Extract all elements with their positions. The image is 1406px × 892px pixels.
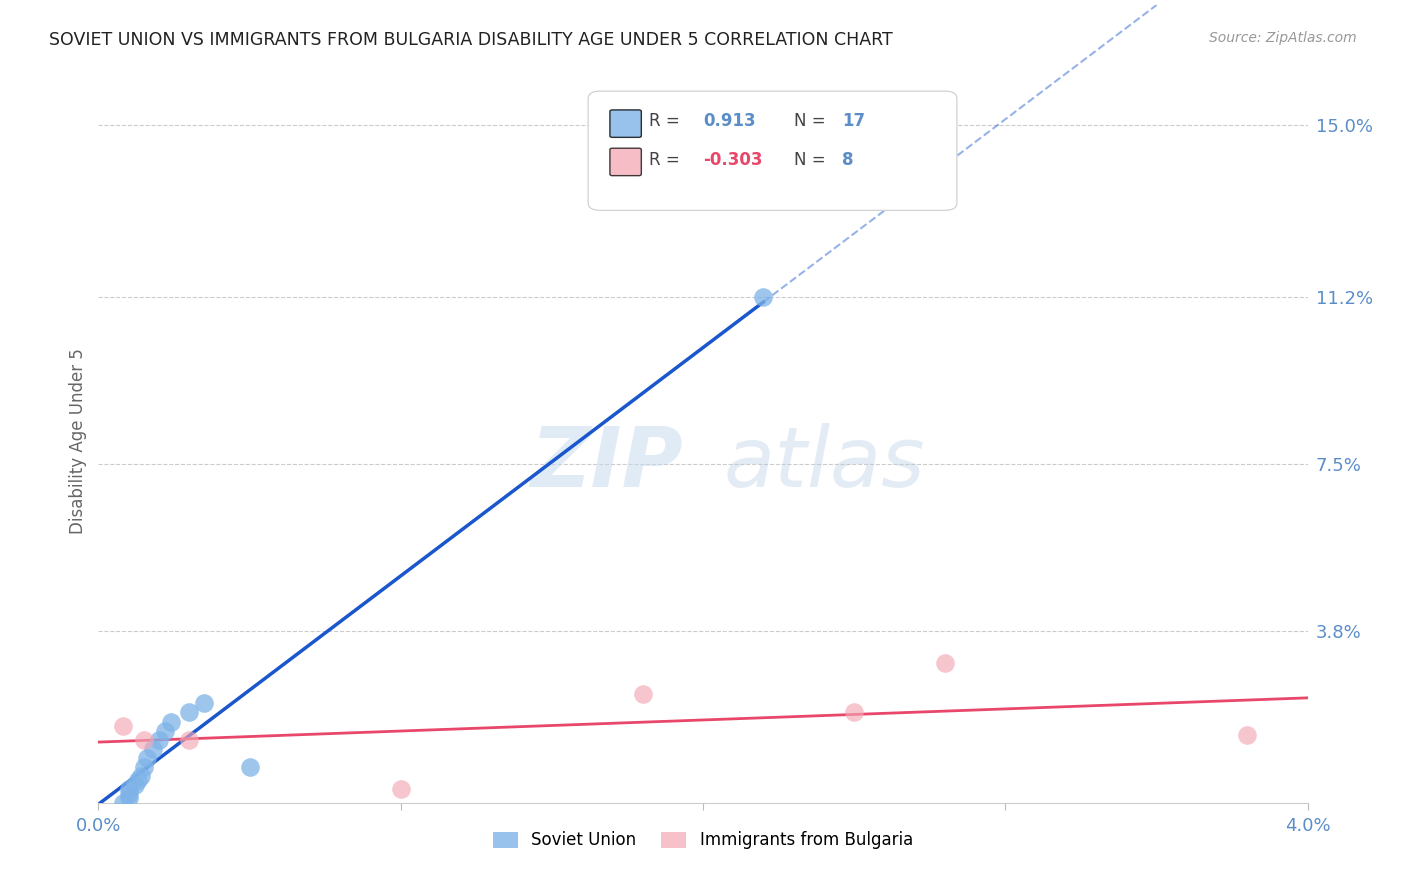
Point bbox=[132, 760, 155, 774]
Point bbox=[631, 687, 654, 701]
Point bbox=[118, 791, 141, 805]
Point bbox=[135, 750, 157, 764]
Point bbox=[127, 773, 149, 788]
Point bbox=[179, 706, 201, 720]
Point bbox=[118, 787, 141, 801]
Point bbox=[111, 719, 134, 733]
Point bbox=[752, 290, 775, 304]
FancyBboxPatch shape bbox=[610, 110, 641, 137]
Point bbox=[160, 714, 183, 729]
Point bbox=[132, 732, 155, 747]
Y-axis label: Disability Age Under 5: Disability Age Under 5 bbox=[69, 349, 87, 534]
Point bbox=[934, 656, 956, 670]
Point bbox=[389, 782, 412, 797]
Text: -0.303: -0.303 bbox=[703, 151, 762, 169]
Point bbox=[129, 769, 152, 783]
Text: N =: N = bbox=[793, 151, 825, 169]
Text: Source: ZipAtlas.com: Source: ZipAtlas.com bbox=[1209, 31, 1357, 45]
Text: SOVIET UNION VS IMMIGRANTS FROM BULGARIA DISABILITY AGE UNDER 5 CORRELATION CHAR: SOVIET UNION VS IMMIGRANTS FROM BULGARIA… bbox=[49, 31, 893, 49]
Text: 17: 17 bbox=[842, 112, 865, 130]
FancyBboxPatch shape bbox=[588, 91, 957, 211]
Point bbox=[111, 796, 134, 810]
Legend: Soviet Union, Immigrants from Bulgaria: Soviet Union, Immigrants from Bulgaria bbox=[486, 824, 920, 856]
Text: atlas: atlas bbox=[723, 423, 925, 504]
Point bbox=[193, 697, 215, 711]
Point bbox=[844, 706, 866, 720]
Point bbox=[153, 723, 176, 738]
Point bbox=[239, 760, 262, 774]
Point bbox=[179, 732, 201, 747]
Text: 0.913: 0.913 bbox=[703, 112, 755, 130]
Point bbox=[142, 741, 165, 756]
Point bbox=[124, 778, 146, 792]
Point bbox=[118, 782, 141, 797]
Text: N =: N = bbox=[793, 112, 825, 130]
Point bbox=[148, 732, 170, 747]
Text: R =: R = bbox=[648, 151, 679, 169]
FancyBboxPatch shape bbox=[610, 148, 641, 176]
Text: ZIP: ZIP bbox=[530, 423, 682, 504]
Point bbox=[1236, 728, 1258, 742]
Text: R =: R = bbox=[648, 112, 679, 130]
Text: 8: 8 bbox=[842, 151, 853, 169]
